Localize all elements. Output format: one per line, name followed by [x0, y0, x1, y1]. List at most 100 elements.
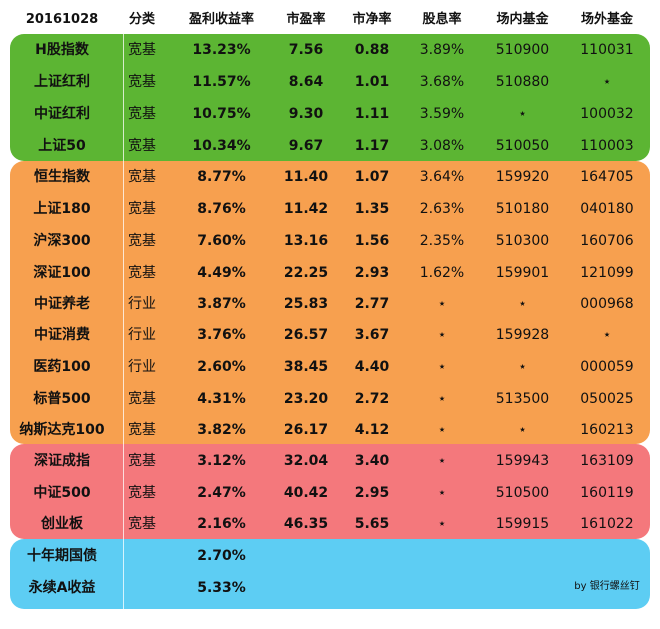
category-cell: 宽基 — [128, 265, 156, 281]
table-row: 恒生指数 宽基 8.77% 11.40 1.07 3.64% 159920 164705 — [0, 162, 660, 193]
pb-ratio-cell: 1.01 — [354, 74, 390, 90]
offexchange-fund-cell: 000968 — [580, 296, 634, 312]
bond-yield-cell: 5.33% — [197, 580, 246, 596]
onexchange-fund-cell: 159943 — [495, 453, 550, 469]
table-row: 纳斯达克100 宽基 3.82% 26.17 4.12 ⋆ ⋆ 160213 — [0, 415, 660, 446]
dividend-yield-cell: 3.89% — [419, 42, 465, 58]
table-row: 上证50 宽基 10.34% 9.67 1.17 3.08% 510050 110003 — [0, 131, 660, 162]
category-cell: 宽基 — [128, 138, 156, 154]
onexchange-fund-cell: ⋆ — [518, 296, 527, 312]
pe-ratio-cell: 38.45 — [283, 359, 329, 375]
pb-ratio-cell: 2.93 — [354, 265, 390, 281]
pe-ratio-cell: 7.56 — [288, 42, 324, 58]
pb-ratio-cell: 1.11 — [354, 106, 390, 122]
index-name-cell: 中证消费 — [34, 327, 90, 343]
category-cell: 行业 — [128, 359, 156, 375]
index-name-cell: 中证养老 — [34, 296, 90, 312]
group-low-yield — [10, 444, 650, 539]
category-cell: 宽基 — [128, 201, 156, 217]
category-cell: 宽基 — [128, 391, 156, 407]
bond-name-cell: 十年期国债 — [27, 548, 97, 564]
category-cell: 宽基 — [128, 169, 156, 185]
pe-ratio-cell: 8.64 — [288, 74, 324, 90]
header-dividend-yield: 股息率 — [422, 12, 462, 27]
pe-ratio-cell: 26.17 — [283, 422, 329, 438]
onexchange-fund-cell: 159920 — [495, 169, 550, 185]
pb-ratio-cell: 5.65 — [354, 516, 390, 532]
index-name-cell: 深证100 — [33, 265, 91, 281]
category-cell: 宽基 — [128, 485, 156, 501]
onexchange-fund-cell: 510500 — [495, 485, 550, 501]
earnings-yield-cell: 10.34% — [192, 138, 251, 154]
header-earnings-yield: 盈利收益率 — [188, 12, 254, 27]
category-cell: 宽基 — [128, 233, 156, 249]
onexchange-fund-cell: 159915 — [495, 516, 550, 532]
earnings-yield-cell: 3.82% — [197, 422, 246, 438]
pe-ratio-cell: 22.25 — [283, 265, 329, 281]
index-name-cell: 中证500 — [33, 485, 91, 501]
category-cell: 宽基 — [128, 516, 156, 532]
earnings-yield-cell: 13.23% — [192, 42, 251, 58]
header-onexchange-fund: 场内基金 — [496, 12, 549, 27]
dividend-yield-cell: ⋆ — [437, 327, 447, 343]
bond-name-cell: 永续A收益 — [28, 580, 96, 596]
index-name-cell: 创业板 — [41, 516, 83, 532]
pe-ratio-cell: 46.35 — [283, 516, 329, 532]
earnings-yield-cell: 4.31% — [197, 391, 246, 407]
earnings-yield-cell: 3.87% — [197, 296, 246, 312]
header-date: 20161028 — [25, 12, 99, 27]
onexchange-fund-cell: ⋆ — [518, 422, 527, 438]
table-row: 沪深300 宽基 7.60% 13.16 1.56 2.35% 510300 160706 — [0, 226, 660, 257]
pe-ratio-cell: 26.57 — [283, 327, 329, 343]
earnings-yield-cell: 2.16% — [197, 516, 246, 532]
offexchange-fund-cell: 160119 — [580, 485, 634, 501]
pe-ratio-cell: 11.42 — [283, 201, 329, 217]
table-row: 中证红利 宽基 10.75% 9.30 1.11 3.59% ⋆ 100032 — [0, 99, 660, 130]
bond-row: 永续A收益 5.33% — [0, 573, 660, 604]
offexchange-fund-cell: 110031 — [580, 42, 634, 58]
index-name-cell: 医药100 — [33, 359, 91, 375]
table-row: 中证消费 行业 3.76% 26.57 3.67 ⋆ 159928 ⋆ — [0, 320, 660, 351]
dividend-yield-cell: ⋆ — [437, 391, 447, 407]
dividend-yield-cell: ⋆ — [437, 359, 447, 375]
category-cell: 宽基 — [128, 453, 156, 469]
offexchange-fund-cell: 164705 — [580, 169, 634, 185]
pb-ratio-cell: 4.12 — [354, 422, 390, 438]
offexchange-fund-cell: 100032 — [580, 106, 634, 122]
table-header: 20161028 分类 盈利收益率 市盈率 市净率 股息率 场内基金 场外基金 — [0, 6, 660, 34]
pe-ratio-cell: 9.67 — [288, 138, 324, 154]
header-pe: 市盈率 — [286, 12, 326, 27]
offexchange-fund-cell: 160213 — [580, 422, 634, 438]
category-cell: 宽基 — [128, 106, 156, 122]
dividend-yield-cell: 1.62% — [419, 265, 465, 281]
pb-ratio-cell: 3.40 — [354, 453, 390, 469]
earnings-yield-cell: 3.12% — [197, 453, 246, 469]
table-row: 上证180 宽基 8.76% 11.42 1.35 2.63% 510180 040180 — [0, 194, 660, 225]
table-row: 中证500 宽基 2.47% 40.42 2.95 ⋆ 510500 160119 — [0, 478, 660, 509]
pb-ratio-cell: 1.17 — [354, 138, 390, 154]
earnings-yield-cell: 2.47% — [197, 485, 246, 501]
pe-ratio-cell: 32.04 — [283, 453, 329, 469]
index-name-cell: 恒生指数 — [34, 169, 90, 185]
offexchange-fund-cell: 110003 — [580, 138, 634, 154]
offexchange-fund-cell: ⋆ — [602, 74, 612, 90]
header-category: 分类 — [128, 12, 155, 27]
index-name-cell: 上证180 — [33, 201, 91, 217]
pb-ratio-cell: 1.07 — [354, 169, 390, 185]
table-row: 医药100 行业 2.60% 38.45 4.40 ⋆ ⋆ 000059 — [0, 352, 660, 383]
dividend-yield-cell: ⋆ — [437, 296, 447, 312]
dividend-yield-cell: ⋆ — [437, 422, 447, 438]
table-row: 深证成指 宽基 3.12% 32.04 3.40 ⋆ 159943 163109 — [0, 446, 660, 477]
onexchange-fund-cell: ⋆ — [518, 106, 527, 122]
earnings-yield-cell: 2.60% — [197, 359, 246, 375]
header-offexchange-fund: 场外基金 — [580, 12, 633, 27]
dividend-yield-cell: ⋆ — [437, 485, 447, 501]
index-name-cell: 纳斯达克100 — [19, 422, 105, 438]
group-mid-yield — [10, 161, 650, 444]
dividend-yield-cell: ⋆ — [437, 453, 447, 469]
index-name-cell: 中证红利 — [34, 106, 90, 122]
earnings-yield-cell: 8.76% — [197, 201, 246, 217]
bond-row: 十年期国债 2.70% — [0, 541, 660, 572]
pe-ratio-cell: 40.42 — [283, 485, 329, 501]
offexchange-fund-cell: 000059 — [580, 359, 634, 375]
